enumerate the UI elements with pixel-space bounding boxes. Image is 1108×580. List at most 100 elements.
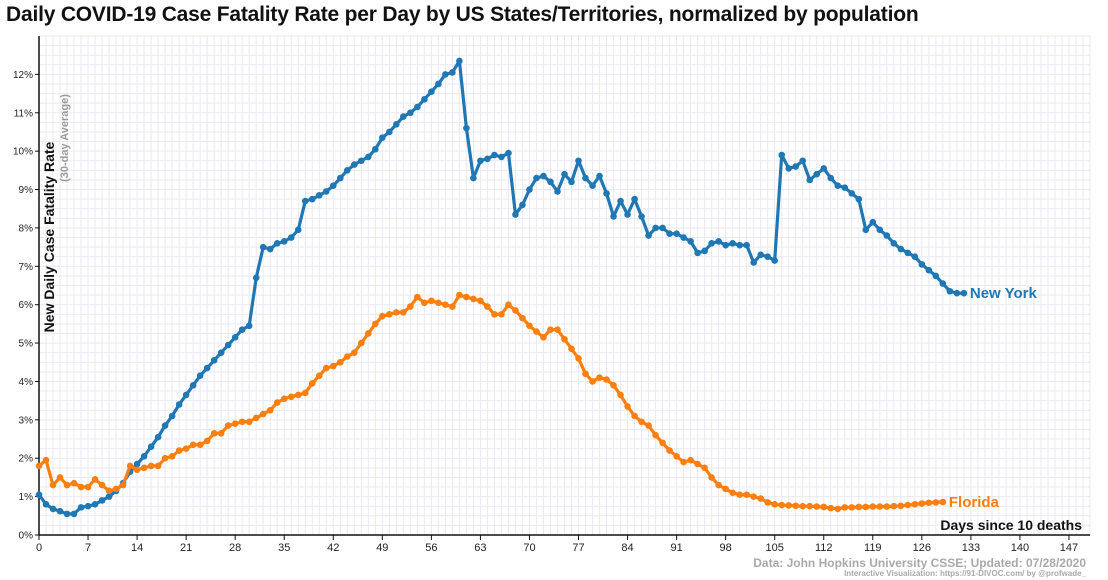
data-point-florida[interactable] (322, 364, 330, 372)
data-point-new-york[interactable] (911, 253, 919, 261)
data-point-new-york[interactable] (351, 161, 358, 168)
data-point-florida[interactable] (217, 429, 225, 437)
data-point-florida[interactable] (533, 328, 540, 335)
data-point-new-york[interactable] (329, 182, 337, 189)
data-point-new-york[interactable] (610, 213, 617, 220)
data-point-florida[interactable] (196, 441, 204, 449)
data-point-new-york[interactable] (203, 364, 211, 372)
data-point-florida[interactable] (56, 474, 64, 481)
data-point-new-york[interactable] (659, 224, 666, 232)
data-point-new-york[interactable] (862, 226, 870, 234)
data-point-new-york[interactable] (182, 391, 190, 399)
data-point-new-york[interactable] (491, 151, 498, 159)
data-point-florida[interactable] (617, 391, 624, 399)
data-point-new-york[interactable] (294, 226, 302, 234)
data-point-new-york[interactable] (372, 145, 379, 153)
data-point-new-york[interactable] (98, 497, 106, 504)
data-point-florida[interactable] (329, 362, 337, 370)
data-point-new-york[interactable] (855, 195, 863, 203)
data-point-florida[interactable] (596, 374, 603, 381)
data-point-new-york[interactable] (890, 239, 898, 247)
data-point-new-york[interactable] (91, 500, 99, 508)
data-point-new-york[interactable] (161, 422, 169, 429)
data-point-new-york[interactable] (70, 510, 78, 518)
data-point-florida[interactable] (680, 458, 687, 466)
data-point-florida[interactable] (582, 370, 589, 378)
data-point-new-york[interactable] (876, 226, 884, 234)
data-point-new-york[interactable] (358, 157, 365, 165)
data-point-florida[interactable] (175, 447, 183, 454)
data-point-florida[interactable] (182, 445, 190, 452)
data-point-new-york[interactable] (449, 69, 456, 76)
data-point-new-york[interactable] (421, 96, 428, 103)
data-point-new-york[interactable] (701, 247, 708, 255)
data-point-new-york[interactable] (960, 289, 968, 297)
series-line-florida[interactable] (37, 293, 943, 511)
data-point-new-york[interactable] (764, 253, 771, 261)
data-point-new-york[interactable] (189, 382, 197, 389)
data-point-florida[interactable] (315, 372, 323, 380)
data-point-florida[interactable] (575, 355, 582, 362)
data-point-new-york[interactable] (343, 167, 351, 174)
data-point-florida[interactable] (708, 474, 715, 481)
data-point-florida[interactable] (925, 499, 933, 507)
data-point-florida[interactable] (98, 481, 106, 489)
data-point-florida[interactable] (252, 414, 260, 422)
data-point-florida[interactable] (407, 303, 414, 310)
data-point-florida[interactable] (750, 493, 757, 500)
data-point-florida[interactable] (806, 502, 814, 510)
data-point-florida[interactable] (736, 491, 743, 498)
data-point-florida[interactable] (280, 395, 288, 403)
data-point-new-york[interactable] (946, 287, 954, 295)
data-point-florida[interactable] (49, 481, 57, 489)
data-point-florida[interactable] (63, 481, 71, 489)
data-point-new-york[interactable] (848, 190, 856, 197)
data-point-new-york[interactable] (231, 334, 239, 341)
data-point-new-york[interactable] (680, 234, 687, 241)
data-point-new-york[interactable] (729, 239, 736, 247)
data-point-florida[interactable] (638, 418, 645, 426)
data-point-florida[interactable] (932, 499, 940, 506)
data-point-new-york[interactable] (841, 184, 849, 191)
data-point-florida[interactable] (743, 491, 750, 498)
data-point-new-york[interactable] (771, 257, 778, 264)
data-point-florida[interactable] (911, 500, 919, 508)
data-point-new-york[interactable] (315, 191, 323, 199)
data-point-new-york[interactable] (365, 153, 372, 161)
data-point-new-york[interactable] (175, 401, 183, 408)
data-point-new-york[interactable] (259, 243, 267, 251)
data-point-new-york[interactable] (77, 504, 85, 511)
data-point-florida[interactable] (918, 500, 926, 507)
data-point-florida[interactable] (631, 412, 638, 420)
data-point-florida[interactable] (351, 349, 358, 356)
data-point-new-york[interactable] (953, 289, 961, 297)
data-point-florida[interactable] (126, 462, 134, 470)
data-point-new-york[interactable] (575, 157, 582, 165)
data-point-new-york[interactable] (897, 245, 905, 253)
data-point-new-york[interactable] (154, 433, 162, 441)
data-point-florida[interactable] (435, 299, 442, 307)
data-point-new-york[interactable] (547, 178, 554, 186)
data-point-florida[interactable] (463, 293, 470, 301)
data-point-florida[interactable] (154, 462, 162, 470)
data-point-florida[interactable] (869, 503, 877, 510)
data-point-florida[interactable] (813, 503, 821, 510)
data-point-florida[interactable] (449, 303, 456, 310)
data-point-florida[interactable] (77, 483, 85, 491)
data-point-new-york[interactable] (287, 234, 295, 241)
data-point-florida[interactable] (547, 326, 554, 333)
data-point-florida[interactable] (343, 353, 351, 360)
data-point-new-york[interactable] (379, 134, 386, 142)
data-point-florida[interactable] (133, 466, 141, 474)
data-point-florida[interactable] (168, 453, 176, 460)
data-point-florida[interactable] (91, 476, 99, 483)
data-point-florida[interactable] (939, 498, 947, 506)
data-point-florida[interactable] (715, 481, 722, 489)
data-point-new-york[interactable] (596, 172, 603, 180)
data-point-new-york[interactable] (414, 103, 421, 111)
data-point-florida[interactable] (491, 310, 498, 318)
data-point-new-york[interactable] (827, 174, 835, 182)
data-point-florida[interactable] (400, 309, 407, 316)
data-point-new-york[interactable] (918, 261, 926, 268)
data-point-florida[interactable] (484, 303, 491, 310)
